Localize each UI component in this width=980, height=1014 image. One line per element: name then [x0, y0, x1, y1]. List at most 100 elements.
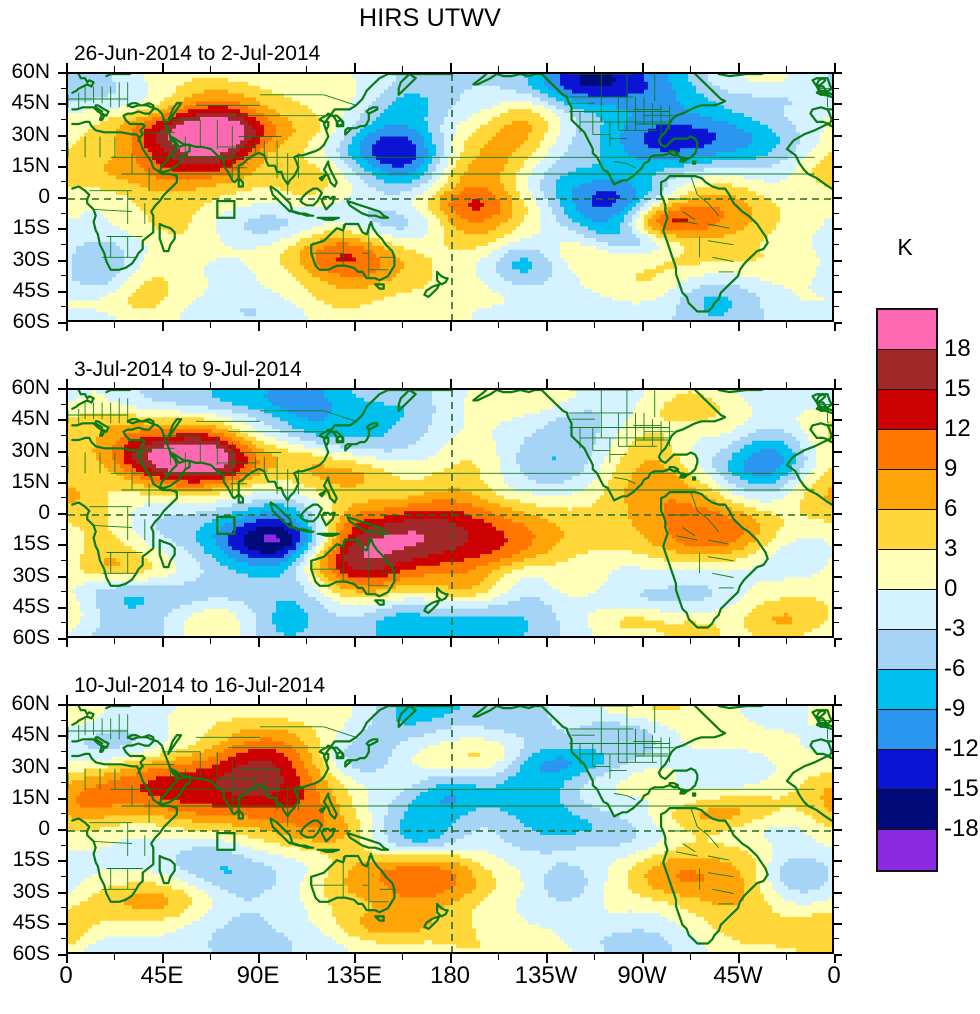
x-tick-minor	[594, 66, 595, 72]
y-tick-minor	[834, 87, 839, 89]
y-tick-minor	[834, 719, 839, 721]
x-tick	[354, 322, 356, 331]
x-tick	[354, 695, 356, 704]
y-tick-minor	[834, 559, 839, 561]
y-axis-label: 45S	[12, 910, 50, 934]
panel-2: 3-Jul-2014 to 9-Jul-2014 60N 45N 30N 15N 0 15S…	[11, 358, 842, 648]
y-tick-minor	[834, 622, 839, 624]
y-tick	[834, 450, 842, 453]
y-axis-label: 15N	[11, 153, 50, 177]
y-axis-label: 60S	[12, 626, 50, 649]
y-tick-minor	[834, 782, 839, 784]
colorbar-band	[878, 470, 936, 510]
y-tick-minor	[834, 212, 839, 214]
y-tick	[58, 891, 66, 894]
x-tick-minor	[690, 322, 691, 328]
x-tick	[546, 638, 548, 647]
y-tick	[58, 228, 66, 231]
y-axis-label: 45S	[12, 594, 50, 618]
y-tick	[58, 922, 66, 925]
x-axis-label: 135E	[325, 962, 383, 989]
x-tick-minor	[786, 322, 787, 328]
y-tick-minor	[61, 875, 66, 877]
x-tick	[834, 954, 836, 963]
x-tick-minor	[306, 638, 307, 644]
y-tick	[58, 860, 66, 863]
map-canvas-2[interactable]	[66, 388, 834, 638]
x-axis-label: 45E	[140, 962, 184, 989]
x-tick-minor	[498, 638, 499, 644]
colorbar-band	[878, 630, 936, 670]
y-tick-minor	[61, 907, 66, 909]
colorbar-tick-label: 6	[944, 495, 958, 522]
y-tick	[834, 259, 842, 262]
y-axis-label: 45N	[11, 723, 50, 747]
y-tick	[834, 922, 842, 925]
y-tick	[58, 766, 66, 769]
y-tick-minor	[61, 938, 66, 940]
y-axis-label: 60N	[11, 60, 50, 83]
x-tick	[450, 322, 452, 331]
x-tick-minor	[402, 954, 403, 960]
panel-1: 26-Jun-2014 to 2-Jul-2014 60N 45N 30N 15N 0 15…	[11, 42, 842, 332]
x-tick-minor	[594, 382, 595, 388]
y-tick-minor	[61, 118, 66, 120]
y-tick-minor	[834, 938, 839, 940]
x-tick-minor	[306, 698, 307, 704]
x-tick	[162, 954, 164, 963]
x-tick-minor	[402, 638, 403, 644]
y-tick-minor	[61, 243, 66, 245]
x-tick-minor	[114, 954, 115, 960]
x-tick-minor	[210, 954, 211, 960]
x-tick-minor	[498, 954, 499, 960]
colorbar-tick-label: 15	[944, 375, 971, 402]
x-tick-minor	[690, 954, 691, 960]
x-tick	[642, 322, 644, 331]
x-axis-label: 90W	[617, 962, 667, 989]
colorbar-tick-label: 3	[944, 535, 958, 562]
panel-title-2: 3-Jul-2014 to 9-Jul-2014	[74, 358, 302, 381]
colorbar-band	[878, 750, 936, 790]
x-tick-minor	[306, 66, 307, 72]
x-tick-minor	[114, 698, 115, 704]
colorbar-tick-label: -15	[944, 775, 979, 802]
x-tick	[354, 954, 356, 963]
y-tick-minor	[61, 181, 66, 183]
y-tick-minor	[61, 782, 66, 784]
x-tick-minor	[402, 698, 403, 704]
y-tick	[58, 606, 66, 609]
y-tick-minor	[834, 591, 839, 593]
x-tick	[642, 695, 644, 704]
x-tick	[738, 954, 740, 963]
y-axis-label: 30N	[11, 754, 50, 778]
y-tick	[58, 544, 66, 547]
x-tick	[354, 379, 356, 388]
y-tick-minor	[61, 87, 66, 89]
y-tick	[834, 544, 842, 547]
x-tick-minor	[114, 382, 115, 388]
y-tick-minor	[834, 150, 839, 152]
x-tick	[834, 695, 836, 704]
x-tick	[450, 695, 452, 704]
y-tick-minor	[834, 528, 839, 530]
x-tick	[642, 954, 644, 963]
x-tick-minor	[498, 322, 499, 328]
y-tick	[834, 735, 842, 738]
y-tick	[58, 638, 66, 640]
colorbar-tick-label: -12	[944, 735, 979, 762]
map-canvas-1[interactable]	[66, 72, 834, 322]
panel-title-3: 10-Jul-2014 to 16-Jul-2014	[74, 674, 325, 697]
x-tick-minor	[210, 382, 211, 388]
map-canvas-3[interactable]	[66, 704, 834, 954]
x-tick	[450, 954, 452, 963]
y-tick-minor	[61, 434, 66, 436]
y-tick	[58, 735, 66, 738]
x-tick	[834, 322, 836, 331]
y-tick	[834, 891, 842, 894]
colorbar-tick-label: 18	[944, 335, 971, 362]
x-tick	[834, 63, 836, 72]
x-tick-minor	[690, 66, 691, 72]
colorbar[interactable]	[876, 308, 938, 872]
x-tick-minor	[114, 638, 115, 644]
y-tick	[834, 481, 842, 484]
